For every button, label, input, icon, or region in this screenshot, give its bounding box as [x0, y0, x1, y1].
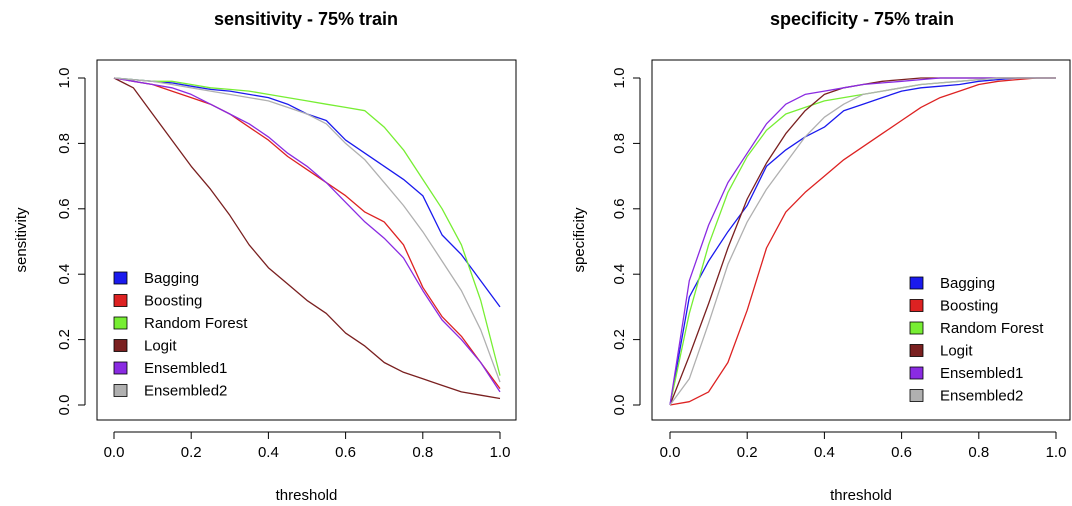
- plot-frame: [96, 59, 517, 421]
- series-line-ensembled2: [669, 77, 1056, 406]
- series-line-boosting: [113, 77, 501, 389]
- legend-label: Bagging: [940, 275, 995, 292]
- legend-swatch: [113, 384, 128, 397]
- chart-title: sensitivity - 75% train: [214, 9, 398, 29]
- legend-swatch: [113, 316, 128, 330]
- x-axis-label: threshold: [830, 487, 892, 504]
- legend-label: Ensembled2: [940, 388, 1023, 405]
- x-tick-label: 0.4: [814, 444, 835, 461]
- y-tick-label: 0.4: [56, 264, 73, 285]
- chart-2: specificity - 75% train 0.0 0.2 0.4 0.6 0.8 1.…: [571, 9, 1071, 504]
- series-line-ensembled1: [113, 77, 501, 393]
- y-tick-label: 0.6: [611, 198, 628, 219]
- legend-swatch: [909, 321, 924, 335]
- legend-label: Ensembled1: [940, 365, 1023, 382]
- legend-label: Random Forest: [144, 315, 248, 332]
- y-tick-label: 0.0: [56, 395, 73, 416]
- y-tick-label: 0.2: [56, 329, 73, 350]
- legend-swatch: [909, 366, 924, 380]
- y-tick-label: 0.8: [611, 133, 628, 154]
- x-tick-label: 0.2: [737, 444, 758, 461]
- x-tick-label: 0.8: [412, 444, 433, 461]
- y-tick-label: 0.6: [56, 198, 73, 219]
- series-line-logit: [669, 77, 1056, 406]
- x-tick-label: 1.0: [1046, 444, 1067, 461]
- legend-label: Boosting: [144, 293, 202, 310]
- series-line-logit: [113, 77, 501, 400]
- legend-label: Ensembled1: [144, 360, 227, 377]
- series-line-boosting: [669, 77, 1056, 406]
- x-axis-label: threshold: [276, 487, 338, 504]
- y-tick-label: 0.2: [611, 329, 628, 350]
- legend-swatch: [909, 389, 924, 402]
- legend-label: Bagging: [144, 270, 199, 287]
- legend-label: Logit: [940, 343, 973, 360]
- legend-swatch: [909, 299, 924, 312]
- series-line-ensembled1: [669, 77, 1056, 406]
- legend-label: Random Forest: [940, 320, 1044, 337]
- legend: Bagging Boosting Random Forest Logit Ensembl…: [909, 275, 1044, 405]
- legend-label: Ensembled2: [144, 383, 227, 400]
- x-tick-label: 0.8: [968, 444, 989, 461]
- x-tick-label: 0.4: [258, 444, 279, 461]
- y-tick-label: 0.4: [611, 264, 628, 285]
- series-line-random-forest: [669, 77, 1056, 406]
- series-line-random-forest: [113, 77, 501, 376]
- legend-label: Logit: [144, 338, 177, 355]
- y-tick-label: 1.0: [611, 68, 628, 89]
- series-line-ensembled2: [113, 77, 501, 383]
- x-tick-label: 0.6: [335, 444, 356, 461]
- chart-title: specificity - 75% train: [770, 9, 954, 29]
- x-tick-label: 1.0: [490, 444, 511, 461]
- y-tick-label: 0.8: [56, 133, 73, 154]
- y-axis-label: sensitivity: [13, 207, 30, 273]
- x-tick-label: 0.6: [891, 444, 912, 461]
- chart-1: sensitivity - 75% train 0.0 0.2 0.4 0.6 0.8 1.…: [13, 9, 517, 504]
- legend-swatch: [909, 344, 924, 357]
- x-tick-label: 0.0: [104, 444, 125, 461]
- x-tick-label: 0.0: [660, 444, 681, 461]
- x-tick-label: 0.2: [181, 444, 202, 461]
- y-tick-label: 1.0: [56, 68, 73, 89]
- legend-swatch: [113, 361, 128, 375]
- legend-swatch: [113, 339, 128, 352]
- y-axis-label: specificity: [571, 207, 588, 273]
- plot-frame: [651, 59, 1071, 421]
- y-tick-label: 0.0: [611, 395, 628, 416]
- legend-swatch: [113, 271, 128, 285]
- legend-swatch: [113, 294, 128, 307]
- legend-swatch: [909, 276, 924, 290]
- legend: Bagging Boosting Random Forest Logit Ensembl…: [113, 270, 248, 400]
- legend-label: Boosting: [940, 298, 998, 315]
- series-line-bagging: [669, 77, 1056, 406]
